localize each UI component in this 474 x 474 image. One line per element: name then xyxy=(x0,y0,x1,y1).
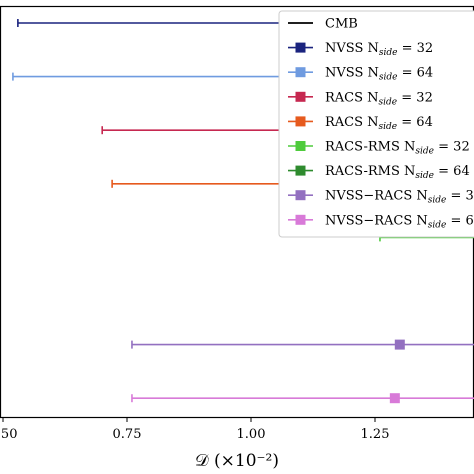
errorbar-marker xyxy=(394,339,405,350)
legend-label: RACS Nside = 64 xyxy=(325,115,433,132)
legend-label: NVSS Nside = 64 xyxy=(325,66,433,83)
legend-marker-swatch xyxy=(295,116,306,127)
legend-label: NVSS−RACS Nside = 64 xyxy=(325,213,474,230)
x-tick-label: 1.25 xyxy=(361,427,390,442)
legend-entry: NVSS−RACS Nside = 32 xyxy=(288,189,474,206)
legend-entry: NVSS Nside = 32 xyxy=(288,41,433,58)
legend-marker-swatch xyxy=(295,165,306,176)
legend-marker-swatch xyxy=(295,91,306,102)
legend-entry: NVSS−RACS Nside = 64 xyxy=(288,213,474,230)
legend-label: CMB xyxy=(325,17,358,32)
legend-entry: RACS-RMS Nside = 32 xyxy=(288,140,470,157)
legend-label: NVSS−RACS Nside = 32 xyxy=(325,189,474,206)
legend-entry: CMB xyxy=(288,17,358,32)
legend-entry: RACS Nside = 32 xyxy=(288,90,433,107)
legend-marker-swatch xyxy=(295,190,306,201)
legend-marker-swatch xyxy=(295,141,306,151)
legend: CMB NVSS Nside = 32 NVSS Nside = 64 RACS Ns… xyxy=(278,10,474,238)
x-tick-label: 0.75 xyxy=(113,427,142,442)
legend-entry: NVSS Nside = 64 xyxy=(288,66,433,83)
legend-marker-swatch xyxy=(295,67,306,78)
legend-entry: RACS Nside = 64 xyxy=(288,115,433,132)
x-tick-label: 0.50 xyxy=(0,427,17,442)
legend-label: NVSS Nside = 32 xyxy=(325,41,433,58)
legend-label: RACS Nside = 32 xyxy=(325,90,433,107)
legend-marker-swatch xyxy=(295,42,306,53)
x-tick-label: 1.00 xyxy=(237,427,266,442)
x-axis: 0.500.751.001.251.501.752.002.25 xyxy=(0,417,390,442)
errorbar-marker xyxy=(389,393,400,404)
legend-label: RACS-RMS Nside = 32 xyxy=(325,140,470,157)
legend-label: RACS-RMS Nside = 64 xyxy=(325,164,470,181)
x-axis-title: 𝒟 (×10⁻²) xyxy=(195,451,279,471)
legend-entry: RACS-RMS Nside = 64 xyxy=(288,164,470,181)
legend-marker-swatch xyxy=(295,214,306,225)
legend-box xyxy=(278,10,474,238)
